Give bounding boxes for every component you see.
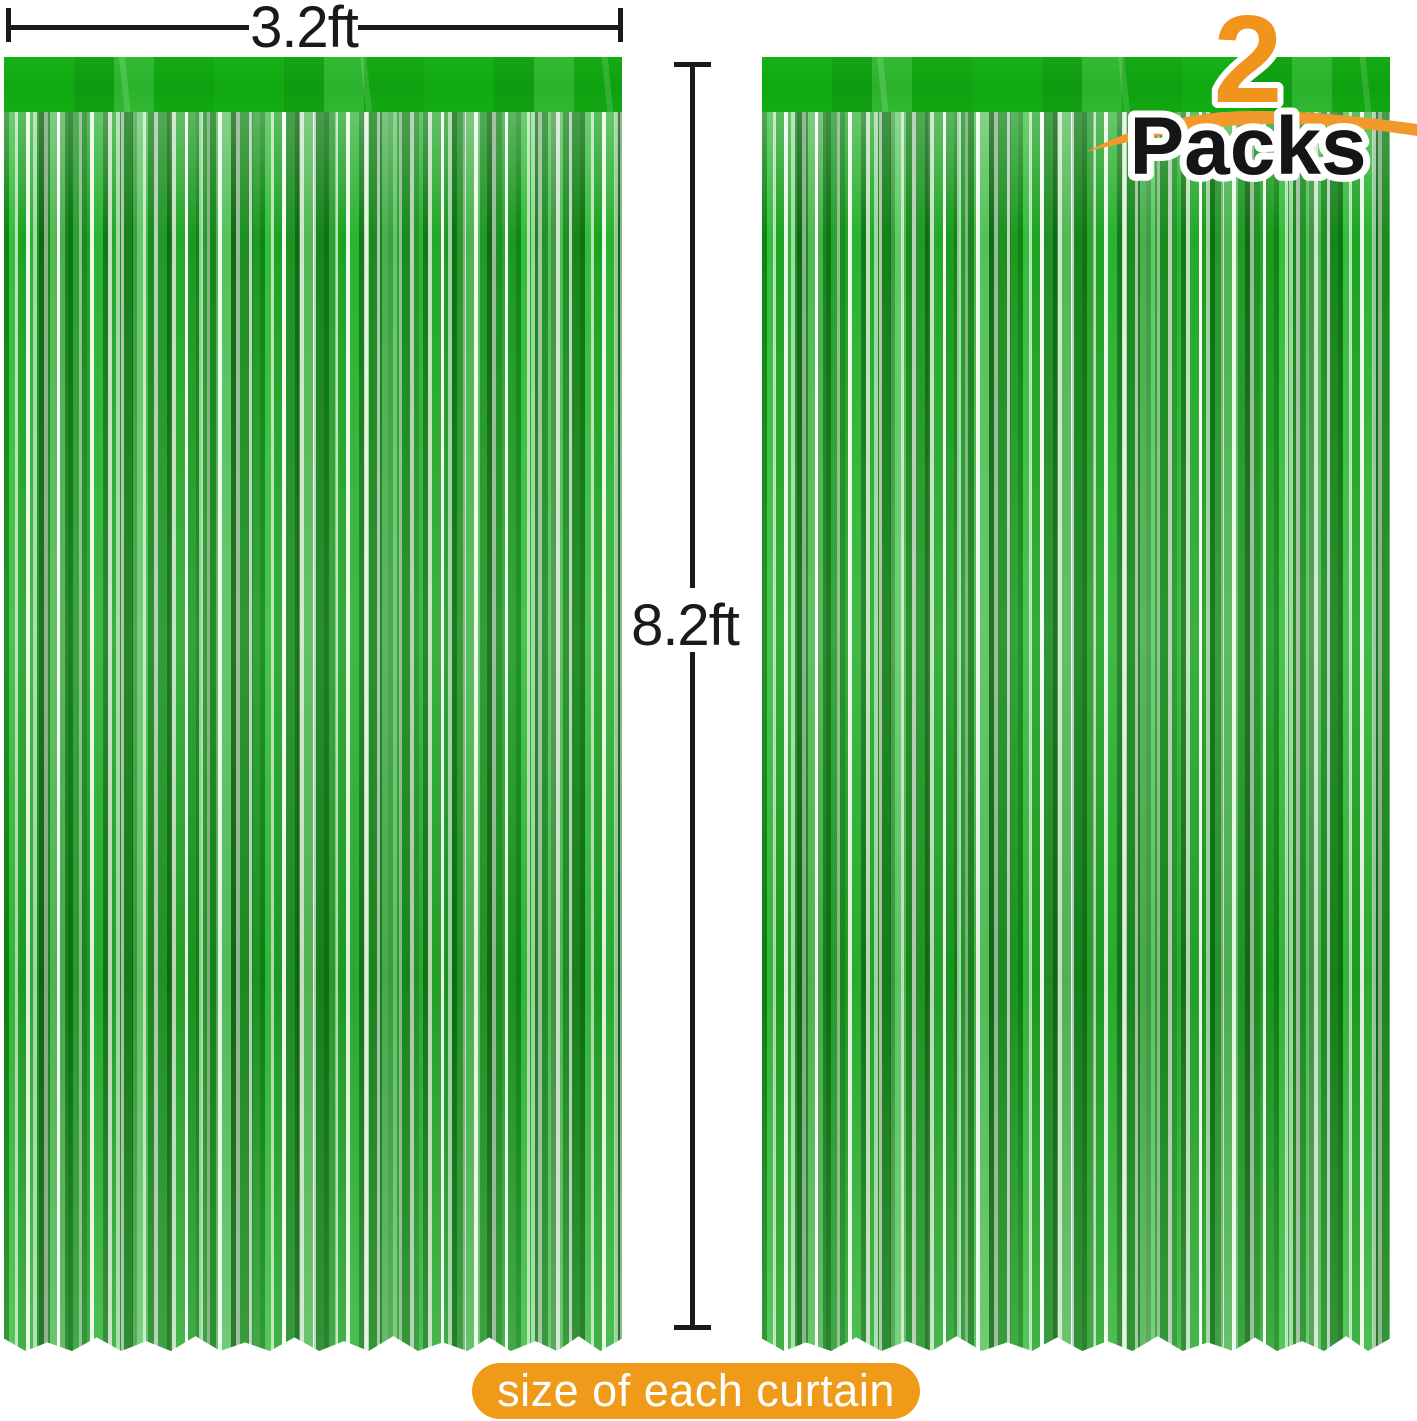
right-foil-curtain (762, 57, 1390, 1351)
right-curtain-fringe-strips (762, 112, 1390, 1351)
width-dim-line-left (6, 25, 249, 30)
height-dim-bottom-cap (674, 1325, 711, 1330)
height-dim-line-lower (690, 652, 695, 1328)
left-curtain-header-band (4, 57, 622, 115)
left-curtain-fringe-strips (4, 112, 622, 1351)
swoosh-arrow-icon (1086, 111, 1417, 152)
pack-count-word: Packs (1129, 101, 1366, 192)
size-caption-pill: size of each curtain (472, 1363, 920, 1419)
height-dim-label: 8.2ft (631, 593, 740, 658)
pack-count-number: 2 (1214, 0, 1283, 129)
width-dim-right-tick (618, 8, 623, 42)
pack-count-badge: 2 Packs (1086, 0, 1417, 199)
height-dim-line-upper (690, 64, 695, 588)
left-foil-curtain (4, 57, 622, 1351)
width-dim-label: 3.2ft (250, 0, 359, 60)
size-caption-text: size of each curtain (497, 1365, 895, 1416)
width-dim-line-right (358, 25, 623, 30)
